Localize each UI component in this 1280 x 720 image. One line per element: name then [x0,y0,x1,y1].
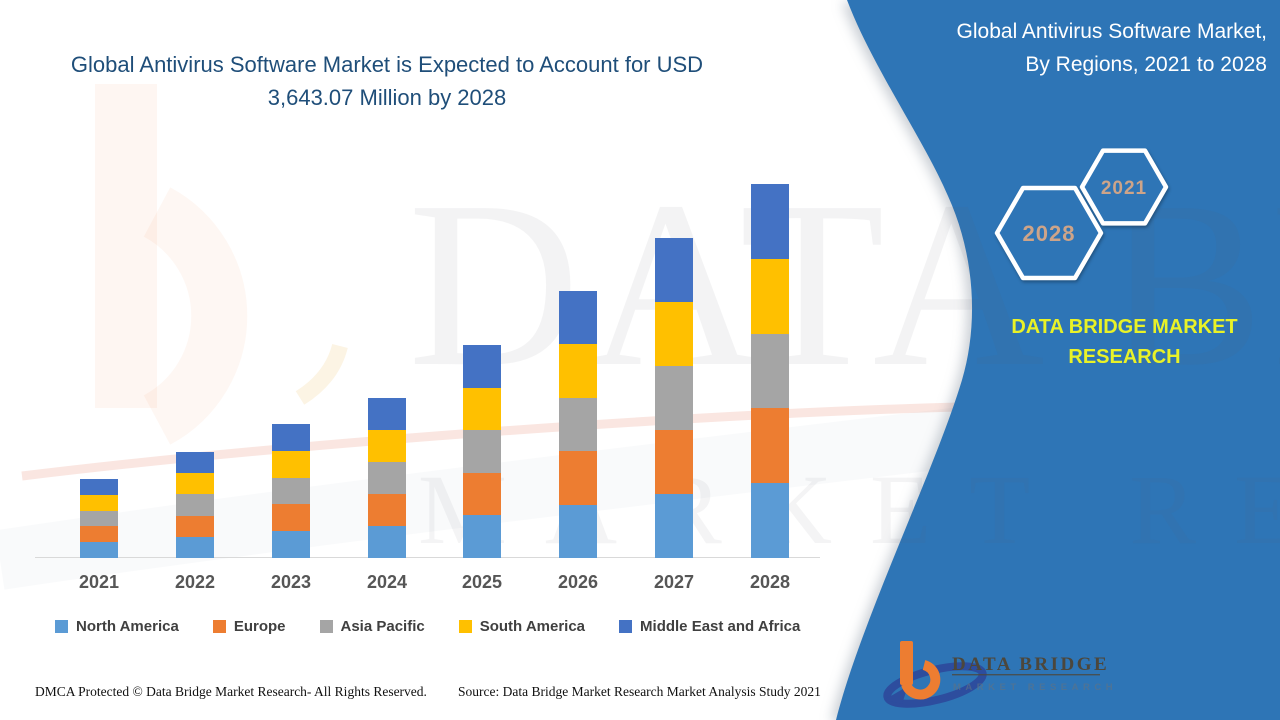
legend-item-north-america: North America [55,618,179,635]
logo-name-text: DATA BRIDGE [952,654,1109,675]
hexagon-2021 [1079,148,1169,226]
bar-segment-europe-2021 [80,526,118,543]
category-label-2028: 2028 [749,572,791,592]
bar-segment-europe-2023 [272,504,310,532]
bar-segment-asia-pacific-2025 [463,430,501,473]
legend-label-middle-east-and-africa: Middle East and Africa [640,618,801,635]
bar-segment-south-america-2026 [559,344,597,398]
bar-segment-north-america-2021 [80,542,118,558]
bar-segment-asia-pacific-2027 [655,366,693,430]
bar-segment-asia-pacific-2022 [176,494,214,516]
bar-segment-north-america-2027 [655,494,693,558]
bar-segment-europe-2022 [176,515,214,537]
logo-b-bowl [901,660,941,700]
bar-segment-north-america-2025 [463,515,501,558]
category-label-2023: 2023 [270,572,312,592]
legend-label-south-america: South America [479,618,586,635]
hexagon-2028 [994,185,1104,281]
bar-segment-middle-east-and-africa-2028 [751,184,789,259]
bar-segment-middle-east-and-africa-2026 [559,290,597,345]
bar-segment-europe-2025 [463,472,501,516]
legend-swatch-north-america [55,620,68,633]
bar-segment-europe-2028 [751,408,789,484]
bar-segment-asia-pacific-2021 [80,510,118,527]
legend-item-middle-east-and-africa: Middle East and Africa [619,618,800,635]
category-label-2025: 2025 [461,572,503,592]
x-axis-line [35,557,820,558]
logo-b-stem [900,641,913,685]
legend-item-south-america: South America [458,618,586,635]
legend-label-europe: Europe [233,618,286,635]
chart-headline-line2: 3,643.07 Million by 2028 [267,85,507,110]
bar-segment-europe-2024 [368,494,406,526]
bar-segment-north-america-2028 [751,483,789,558]
watermark-b-stem [95,84,157,408]
watermark-swoosh-blue [0,400,1024,590]
bar-segment-south-america-2022 [176,473,214,495]
brand-text-line2: RESEARCH [1068,346,1181,368]
category-label-2027: 2027 [653,572,695,592]
chart-legend: North America Europe Asia Pacific South Ame… [55,618,800,635]
bar-segment-middle-east-and-africa-2024 [368,398,406,431]
bar-segment-asia-pacific-2028 [751,333,789,409]
logo-sub-text: MARKET RESEARCH [953,682,1117,693]
brand-text: DATA BRIDGE MARKET RESEARCH [952,312,1280,372]
bar-segment-middle-east-and-africa-2021 [80,478,118,495]
legend-item-asia-pacific: Asia Pacific [319,618,425,635]
category-label-2026: 2026 [557,572,599,592]
legend-swatch-middle-east-and-africa [619,620,633,633]
bar-segment-europe-2026 [559,451,597,505]
source-note: Source: Data Bridge Market Research Mark… [458,684,821,699]
hexagon-2028-label: 2028 [1023,221,1076,246]
bar-segment-north-america-2026 [559,504,597,558]
legend-swatch-south-america [458,620,472,633]
legend-label-north-america: North America [76,618,179,635]
bar-segment-south-america-2025 [463,387,501,431]
chart-headline: Global Antivirus Software Market is Expe… [12,48,762,114]
bar-segment-asia-pacific-2026 [559,397,597,452]
panel-title-line1: Global Antivirus Software Market, [956,20,1267,43]
logo-underline [952,674,1100,676]
bar-segment-south-america-2024 [368,430,406,463]
bar-segment-asia-pacific-2023 [272,477,310,505]
legend-swatch-europe [212,620,226,633]
bar-segment-europe-2027 [655,430,693,494]
logo-swoosh-tail [884,686,908,704]
dmca-notice: DMCA Protected © Data Bridge Market Rese… [35,684,427,699]
bar-segment-south-america-2028 [751,258,789,334]
company-logo: DATA BRIDGE MARKET RESEARCH [883,641,1117,708]
bar-segment-north-america-2024 [368,526,406,558]
legend-swatch-asia-pacific [319,620,333,633]
category-label-2022: 2022 [174,572,216,592]
bar-segment-middle-east-and-africa-2022 [176,451,214,474]
category-label-2021: 2021 [78,572,120,592]
panel-title-line2: By Regions, 2021 to 2028 [1025,53,1267,76]
bar-segment-north-america-2023 [272,531,310,558]
legend-item-europe: Europe [212,618,286,635]
watermark-tail [295,343,348,405]
bar-segment-middle-east-and-africa-2027 [655,238,693,302]
watermark-b-bowl [143,187,248,445]
chart-headline-line1: Global Antivirus Software Market is Expe… [70,52,704,77]
bar-segment-south-america-2027 [655,302,693,366]
bar-segment-south-america-2023 [272,450,310,478]
category-label-2024: 2024 [366,572,408,592]
bar-segment-north-america-2022 [176,536,214,558]
bar-segment-middle-east-and-africa-2023 [272,424,310,451]
side-panel-shape [836,0,1280,720]
bar-segment-asia-pacific-2024 [368,462,406,495]
brand-text-line1: DATA BRIDGE MARKET [1011,316,1238,338]
hexagon-2021-label: 2021 [1101,178,1147,199]
bar-segment-middle-east-and-africa-2025 [463,344,501,388]
legend-label-asia-pacific: Asia Pacific [340,618,425,635]
panel-title: Global Antivirus Software Market, By Reg… [837,15,1267,81]
bar-segment-south-america-2021 [80,494,118,511]
